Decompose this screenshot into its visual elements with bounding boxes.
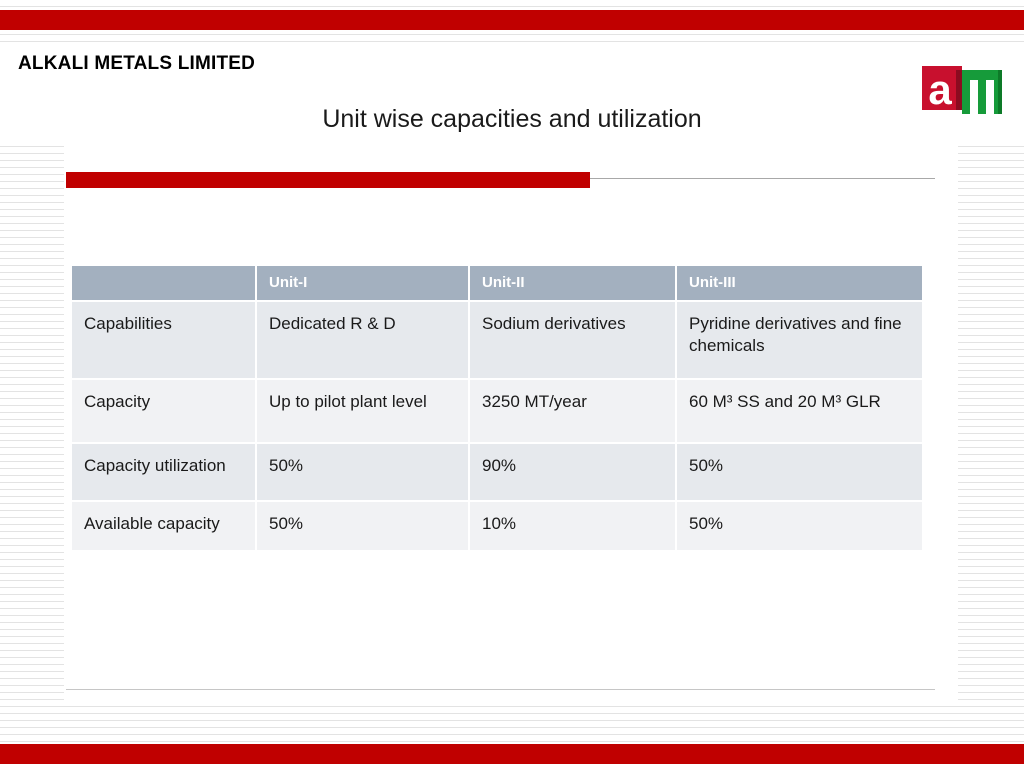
footer-line xyxy=(66,689,935,690)
top-red-bar xyxy=(0,10,1024,30)
row-label: Capabilities xyxy=(70,300,257,380)
header-cell-blank xyxy=(70,264,257,302)
cell-unit2: 10% xyxy=(468,500,677,552)
cell-unit1: Dedicated R & D xyxy=(255,300,470,380)
table-row: Available capacity 50% 10% 50% xyxy=(70,500,924,552)
row-label: Capacity utilization xyxy=(70,442,257,502)
logo-letter-m-icon xyxy=(962,70,1002,114)
logo-red-shade xyxy=(956,70,962,110)
cell-unit1: Up to pilot plant level xyxy=(255,378,470,444)
logo-letter-a: a xyxy=(928,66,952,113)
cell-unit3: 50% xyxy=(675,500,924,552)
table-row: Capacity utilization 50% 90% 50% xyxy=(70,442,924,502)
cell-unit3: 60 M³ SS and 20 M³ GLR xyxy=(675,378,924,444)
company-name: ALKALI METALS LIMITED xyxy=(18,53,256,74)
cell-unit2: 3250 MT/year xyxy=(468,378,677,444)
header-cell-unit1: Unit-I xyxy=(255,264,470,302)
cell-unit1: 50% xyxy=(255,442,470,502)
bottom-red-bar xyxy=(0,744,1024,764)
table-row: Capabilities Dedicated R & D Sodium deri… xyxy=(70,300,924,380)
header-panel xyxy=(0,45,1024,142)
table-header-row: Unit-I Unit-II Unit-III xyxy=(70,264,924,302)
header-cell-unit3: Unit-III xyxy=(675,264,924,302)
cell-unit2: Sodium derivatives xyxy=(468,300,677,380)
row-label: Available capacity xyxy=(70,500,257,552)
capacity-table: Unit-I Unit-II Unit-III Capabilities Ded… xyxy=(70,264,924,552)
company-logo: a xyxy=(922,66,1002,114)
slide-title: Unit wise capacities and utilization xyxy=(322,105,702,133)
logo-red-block xyxy=(922,66,962,110)
header-cell-unit2: Unit-II xyxy=(468,264,677,302)
cell-unit3: Pyridine derivatives and fine chemicals xyxy=(675,300,924,380)
logo-green-shade xyxy=(998,70,1002,114)
cell-unit1: 50% xyxy=(255,500,470,552)
cell-unit3: 50% xyxy=(675,442,924,502)
cell-unit2: 90% xyxy=(468,442,677,502)
row-label: Capacity xyxy=(70,378,257,444)
divider-red-bar xyxy=(66,172,590,188)
table-row: Capacity Up to pilot plant level 3250 MT… xyxy=(70,378,924,444)
